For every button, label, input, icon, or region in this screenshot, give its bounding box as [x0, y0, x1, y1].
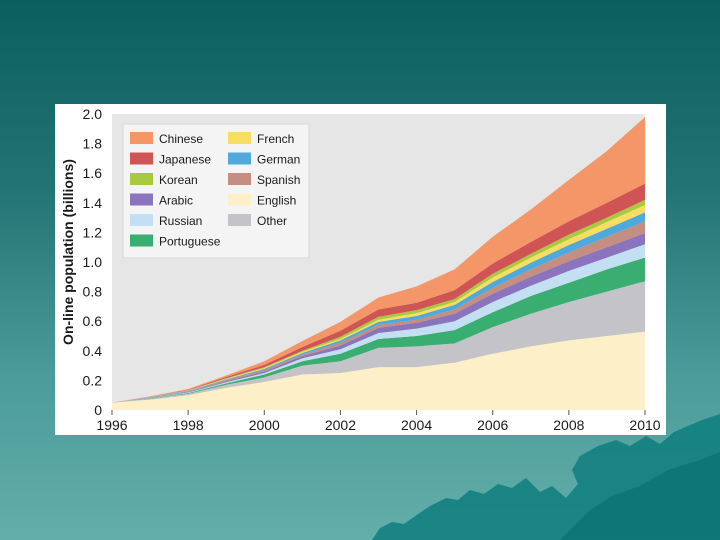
areas-layer	[112, 117, 645, 410]
y-tick-label: 2.0	[83, 106, 103, 122]
legend-swatch-french	[228, 132, 251, 144]
y-axis-title: On-line population (billions)	[60, 159, 76, 345]
y-tick-label: 1.0	[83, 254, 103, 270]
legend-swatch-other	[228, 214, 251, 226]
legend-label-korean: Korean	[159, 173, 198, 187]
x-tick-label: 2000	[249, 417, 280, 433]
legend-swatch-english	[228, 193, 251, 206]
stacked-area-chart: 0 0.2 0.4 0.6 0.8 1.0 1.2 1.4 1.6 1.8 2.0 1996 1998…	[60, 106, 661, 433]
legend-label-french: French	[257, 132, 294, 146]
area-other	[112, 281, 645, 403]
x-tick-label: 2002	[325, 417, 356, 433]
y-axis: 0 0.2 0.4 0.6 0.8 1.0 1.2 1.4 1.6 1.8 2.0	[83, 106, 103, 418]
legend-swatch-arabic	[130, 193, 153, 206]
legend-label-spanish: Spanish	[257, 173, 300, 187]
chart-panel: 0 0.2 0.4 0.6 0.8 1.0 1.2 1.4 1.6 1.8 2.0 1996 1998…	[55, 104, 666, 435]
legend-label-arabic: Arabic	[159, 194, 193, 208]
y-tick-label: 0.8	[83, 284, 103, 300]
x-tick-label: 2008	[553, 417, 584, 433]
x-tick-label: 2004	[401, 417, 432, 433]
y-tick-label: 1.6	[83, 165, 103, 181]
legend-swatch-russian	[130, 214, 153, 226]
y-tick-label: 1.8	[83, 136, 103, 152]
y-tick-label: 0.6	[83, 313, 103, 329]
legend: Chinese French Japanese German Korean Spanish…	[122, 123, 310, 259]
legend-label-russian: Russian	[159, 214, 202, 228]
legend-label-german: German	[257, 153, 300, 167]
legend-label-english: English	[257, 194, 296, 208]
y-tick-label: 0.4	[83, 343, 103, 359]
legend-label-chinese: Chinese	[159, 132, 203, 146]
legend-box	[122, 123, 310, 259]
x-tick-label: 2006	[477, 417, 508, 433]
y-tick-label: 1.2	[83, 224, 103, 240]
legend-swatch-spanish	[228, 173, 251, 185]
x-tick-label: 1998	[173, 417, 204, 433]
legend-swatch-korean	[130, 173, 153, 185]
legend-swatch-japanese	[130, 152, 153, 165]
legend-label-other: Other	[257, 214, 287, 228]
area-english	[112, 331, 645, 410]
x-axis: 1996 1998 2000 2002 2004 2006 2008 2010	[96, 410, 661, 433]
y-tick-label: 1.4	[83, 195, 103, 211]
legend-swatch-german	[228, 152, 251, 165]
legend-swatch-chinese	[130, 132, 153, 144]
legend-swatch-portuguese	[130, 234, 153, 247]
y-tick-label: 0.2	[83, 372, 103, 388]
legend-label-japanese: Japanese	[159, 153, 211, 167]
legend-label-portuguese: Portuguese	[159, 235, 221, 249]
y-tick-label: 0	[94, 402, 102, 418]
x-tick-label: 2010	[629, 417, 660, 433]
x-tick-label: 1996	[96, 417, 127, 433]
